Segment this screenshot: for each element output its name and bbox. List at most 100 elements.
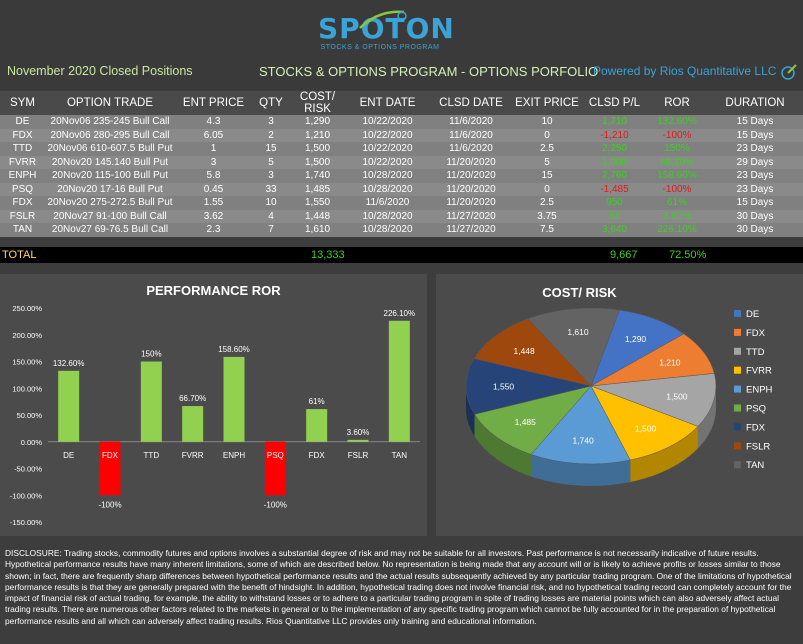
pie-data-label: 1,500 — [635, 424, 657, 434]
pie-slice — [473, 318, 592, 387]
bar-data-label: 226.10% — [384, 309, 416, 318]
cell-ent-price: 4.3 — [175, 115, 252, 129]
bar — [140, 361, 162, 442]
cell-ent-date: 10/22/2020 — [345, 155, 430, 169]
cell-clsd-date: 11/20/2020 — [430, 182, 512, 196]
cell-cost-risk: 1,500 — [290, 155, 345, 169]
cell-qty: 33 — [252, 182, 290, 196]
x-tick-label: ENPH — [223, 451, 245, 460]
bar — [388, 320, 410, 442]
target-icon — [781, 64, 797, 80]
y-tick-label: -100.00% — [10, 491, 42, 500]
legend-label: PSQ — [746, 404, 766, 415]
legend-label: FVRR — [746, 366, 772, 377]
cell-ror: 226.10% — [647, 223, 707, 237]
cell-cost-risk: 1,740 — [290, 169, 345, 183]
y-tick-label: 0.00% — [21, 438, 43, 447]
cell-exit-price: 3.75 — [512, 209, 582, 223]
logo: SPOTON STOCKS & OPTIONS PROGRAM — [318, 10, 454, 51]
bar-data-label: -100% — [264, 500, 287, 509]
header-exit-price: EXIT PRICE — [512, 91, 582, 115]
cell-qty: 3 — [252, 169, 290, 183]
cell-ent-price: 1.55 — [175, 196, 252, 210]
pie-slice — [527, 307, 620, 387]
cell-qty: 15 — [252, 142, 290, 156]
header-qty: QTY — [252, 91, 290, 115]
cell-duration: 15 Days — [707, 196, 803, 210]
cell-clsd-date: 11/20/2020 — [430, 196, 512, 210]
x-tick-label: TAN — [392, 451, 408, 460]
cell-qty: 7 — [252, 223, 290, 237]
cell-duration: 23 Days — [707, 169, 803, 183]
cell-clsd-pl: -1,210 — [582, 128, 647, 142]
legend-label: TAN — [746, 460, 764, 471]
cell-exit-price: 0 — [512, 128, 582, 142]
legend-label: ENPH — [746, 385, 773, 396]
cell-option-trade: 20Nov27 91-100 Bull Call — [45, 209, 175, 223]
total-label: TOTAL — [2, 249, 37, 261]
cell-cost-risk: 1,610 — [290, 223, 345, 237]
cell-ent-date: 11/6/2020 — [345, 196, 430, 210]
cell-duration: 23 Days — [707, 142, 803, 156]
cell-clsd-pl: 1,000 — [582, 155, 647, 169]
cell-exit-price: 5 — [512, 155, 582, 169]
header-duration: DURATION — [707, 91, 803, 115]
cell-sym: FSLR — [0, 209, 45, 223]
pie-slice — [590, 373, 717, 427]
cell-clsd-pl: 1,710 — [582, 115, 647, 129]
table-row: FVRR 20Nov20 145.140 Bull Put 3 5 1,500 10/22… — [0, 155, 803, 169]
cell-sym: PSQ — [0, 182, 45, 196]
ror-chart-title: PERFORMANCE ROR — [146, 283, 281, 298]
cost-pie-chart: 1,290 1,210 1,500 1,500 1,740 1,485 1,550 1,448… — [465, 307, 773, 486]
table-row: TAN 20Nov27 69-76.5 Bull Call 2.3 7 1,610 10/… — [0, 223, 803, 237]
legend-label: FSLR — [746, 441, 770, 452]
cell-option-trade: 20Nov20 275-272.5 Bull Put — [45, 196, 175, 210]
bar-data-label: -100% — [98, 500, 121, 509]
cell-cost-risk: 1,485 — [290, 182, 345, 196]
bar — [99, 441, 121, 496]
pie-slice — [590, 309, 685, 387]
cell-duration: 15 Days — [707, 115, 803, 129]
cost-chart-title: COST/ RISK — [542, 285, 617, 300]
bar — [223, 356, 245, 442]
x-tick-label: FSLR — [348, 451, 369, 460]
cell-clsd-pl: 950 — [582, 196, 647, 210]
cell-option-trade: 20Nov06 280-295 Bull Call — [45, 128, 175, 142]
cell-sym: DE — [0, 115, 45, 129]
cell-sym: TTD — [0, 142, 45, 156]
cell-duration: 29 Days — [707, 155, 803, 169]
header-clsd-pl: CLSD P/L — [582, 91, 647, 115]
pie-slice — [590, 385, 699, 461]
table-row: DE 20Nov06 235-245 Bull Call 4.3 3 1,290 10/2… — [0, 115, 803, 129]
y-tick-label: -50.00% — [14, 465, 42, 474]
cell-cost-risk: 1,550 — [290, 196, 345, 210]
cell-ror: 158.60% — [647, 169, 707, 183]
cell-ent-price: 3 — [175, 155, 252, 169]
x-tick-label: DE — [63, 451, 74, 460]
cell-option-trade: 20Nov06 610-607.5 Bull Put — [45, 142, 175, 156]
y-tick-label: -150.00% — [10, 518, 42, 527]
pie-slice — [530, 385, 631, 465]
cell-ror: 150% — [647, 142, 707, 156]
cell-exit-price: 7.5 — [512, 223, 582, 237]
cell-option-trade: 20Nov20 17-16 Bull Put — [45, 182, 175, 196]
cell-ror: 61% — [647, 196, 707, 210]
header-cost-risk: COST/ RISK — [290, 91, 345, 115]
y-tick-label: 100.00% — [12, 384, 42, 393]
table-row: FSLR 20Nov27 91-100 Bull Call 3.62 4 1,448 10… — [0, 209, 803, 223]
table-row: PSQ 20Nov20 17-16 Bull Put 0.45 33 1,485 10/2… — [0, 182, 803, 196]
cell-ror: 132.60% — [647, 115, 707, 129]
pie-slice — [474, 385, 592, 455]
legend-label: FDX — [746, 328, 766, 339]
cell-duration: 23 Days — [707, 182, 803, 196]
cell-qty: 2 — [252, 128, 290, 142]
bar — [347, 439, 369, 442]
cell-ror: -100% — [647, 128, 707, 142]
cell-clsd-date: 11/27/2020 — [430, 209, 512, 223]
cell-ent-date: 10/22/2020 — [345, 115, 430, 129]
bar-data-label: 158.60% — [218, 345, 250, 354]
total-pl: 9,667 — [610, 249, 638, 261]
legend-swatch — [734, 328, 741, 336]
cell-qty: 4 — [252, 209, 290, 223]
powered-by-text: Powered by Rios Quantitative LLC — [593, 64, 777, 79]
